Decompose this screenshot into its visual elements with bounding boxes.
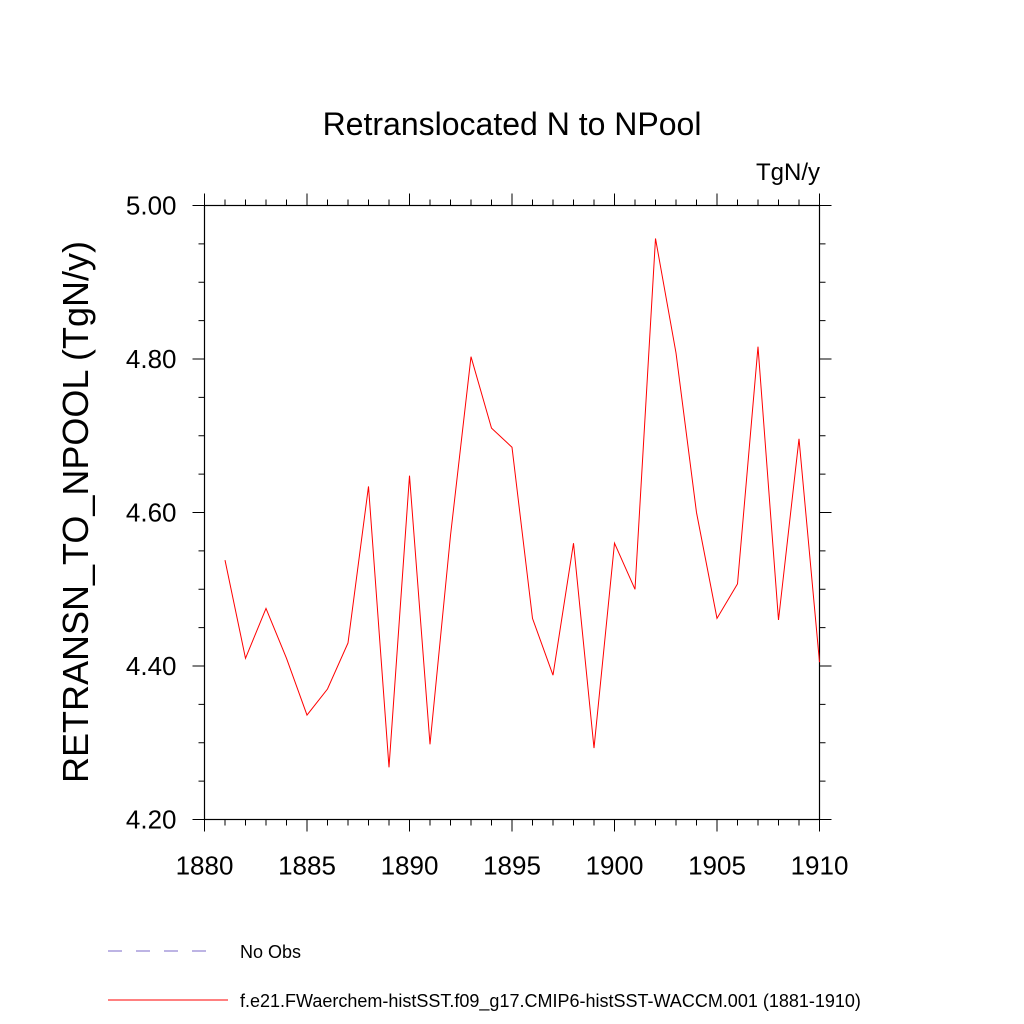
x-tick-label: 1900 [586,851,644,881]
legend: No Obs f.e21.FWaerchem-histSST.f09_g17.CM… [108,942,861,1012]
axis-ticks [192,193,832,832]
x-tick-label: 1890 [381,851,439,881]
y-tick-label: 4.80 [126,344,177,374]
y-tick-label: 4.20 [126,805,177,835]
x-tick-label: 1895 [483,851,541,881]
y-tick-label: 4.60 [126,498,177,528]
axis-tick-labels: 1880 1885 1890 1895 1900 1905 1910 4.20 4.40 4.60… [126,191,849,881]
legend-label: f.e21.FWaerchem-histSST.f09_g17.CMIP6-hi… [240,991,861,1012]
y-tick-label: 5.00 [126,191,177,221]
y-axis-label: RETRANSN_TO_NPOOL (TgN/y) [55,241,96,783]
plot-frame [203,204,821,821]
legend-label: No Obs [240,942,301,962]
x-tick-label: 1905 [688,851,746,881]
chart-title: Retranslocated N to NPool [323,106,702,142]
x-tick-label: 1880 [176,851,234,881]
x-tick-label: 1885 [278,851,336,881]
units-label: TgN/y [756,159,820,186]
series-layer [224,238,820,768]
series-line [224,238,820,768]
y-tick-label: 4.40 [126,651,177,681]
x-tick-label: 1910 [791,851,849,881]
